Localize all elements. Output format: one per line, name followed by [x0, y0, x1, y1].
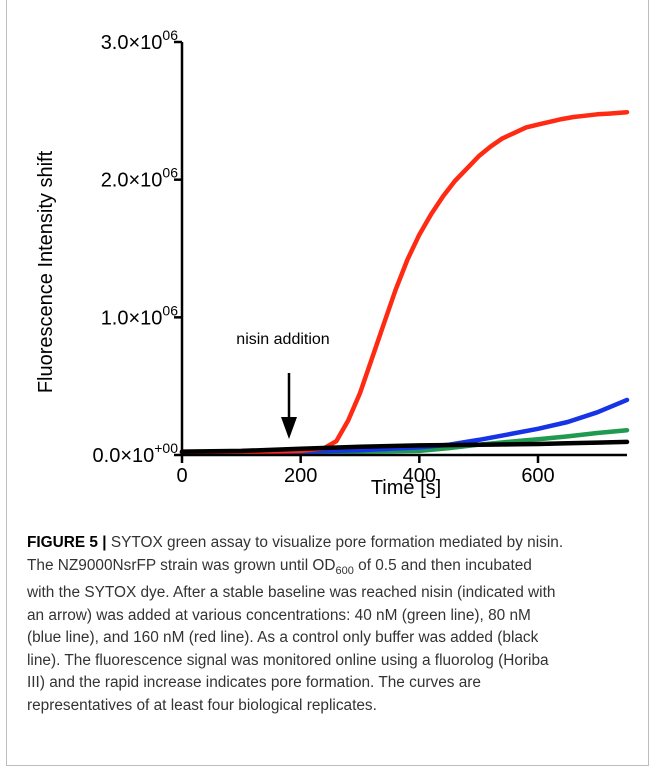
y-tick-label-1: 1.0×1006 — [101, 302, 179, 329]
x-tick-label-0: 0 — [176, 465, 187, 487]
figure-frame — [6, 0, 649, 766]
caption-line-2: The NZ9000NsrFP strain was grown until O… — [27, 556, 532, 577]
caption-line-6: line). The fluorescence signal was monit… — [27, 651, 549, 669]
y-tick-label-3: 3.0×1006 — [101, 27, 179, 54]
caption-line-1: FIGURE 5 | SYTOX green assay to visualiz… — [27, 534, 564, 551]
nisin-addition-annotation: nisin addition — [236, 331, 329, 348]
x-tick-label-2: 400 — [403, 465, 436, 487]
down-arrow-icon — [281, 373, 297, 439]
figure-caption: FIGURE 5 | SYTOX green assay to visualiz… — [27, 532, 633, 717]
caption-line-5: (blue line), and 160 nM (red line). As a… — [27, 629, 539, 647]
series-line-2 — [179, 109, 630, 455]
caption-line-4: an arrow) was added at various concentra… — [27, 606, 531, 624]
caption-line-7: III) and the rapid increase indicates po… — [27, 674, 481, 692]
x-tick-label-3: 600 — [521, 465, 554, 487]
plot-area: 0.0×10+00 1.0×1006 2.0×1006 3.0×1006 0 200 400… — [93, 27, 630, 487]
caption-line-8: representatives of at least four biologi… — [27, 696, 377, 714]
x-axis-label: Time [s] — [371, 477, 441, 499]
y-tick-label-2: 2.0×1006 — [101, 165, 179, 192]
figure-label: FIGURE 5 | — [27, 534, 107, 551]
od-subscript: 600 — [335, 564, 354, 577]
caption-line-3: with the SYTOX dye. After a stable basel… — [27, 584, 556, 602]
series-line-3 — [179, 439, 630, 454]
fluorescence-chart: 0.0×10+00 1.0×1006 2.0×1006 3.0×1006 0 200 400… — [35, 27, 630, 499]
x-tick-label-1: 200 — [284, 465, 317, 487]
y-axis-label: Fluorescence Intensity shift — [35, 150, 57, 393]
y-tick-label-0: 0.0×10+00 — [93, 440, 179, 467]
